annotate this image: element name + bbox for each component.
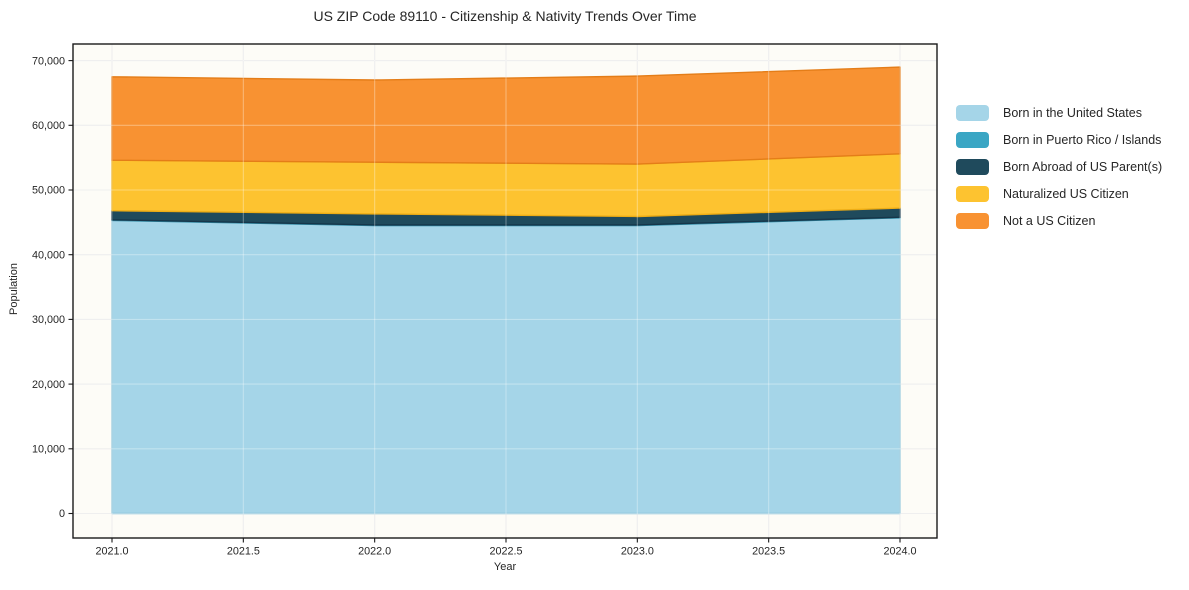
y-axis: 0 10,000 20,000 30,000 40,000 50,000 60,000 70,…: [32, 55, 73, 520]
y-tick-label: 10,000: [32, 444, 65, 456]
legend-label: Not a US Citizen: [1003, 213, 1096, 228]
legend: Born in the United States Born in Puerto …: [956, 99, 1162, 234]
legend-label: Born in Puerto Rico / Islands: [1003, 132, 1162, 147]
legend-label: Born in the United States: [1003, 105, 1142, 120]
legend-item-born-in-puerto-rico-islands: Born in Puerto Rico / Islands: [956, 126, 1162, 153]
legend-swatch: [956, 212, 989, 229]
chart-title: US ZIP Code 89110 - Citizenship & Nativi…: [313, 8, 697, 24]
legend-label: Born Abroad of US Parent(s): [1003, 159, 1163, 174]
legend-swatch: [956, 104, 989, 121]
legend-swatch: [956, 158, 989, 175]
x-tick-label: 2023.0: [621, 546, 654, 558]
legend-swatch: [956, 131, 989, 148]
x-axis-title: Year: [493, 561, 517, 573]
legend-swatch: [956, 185, 989, 202]
x-tick-label: 2021.0: [95, 546, 128, 558]
y-tick-label: 60,000: [32, 120, 65, 132]
legend-label: Naturalized US Citizen: [1003, 186, 1129, 201]
area-not-a-us-citizen: [111, 66, 901, 165]
legend-item-naturalized-us-citizen: Naturalized US Citizen: [956, 180, 1162, 207]
x-axis: 2021.0 2021.5 2022.0 2022.5 2023.0 2023.5 2024…: [95, 538, 917, 558]
x-tick-label: 2021.5: [227, 546, 260, 558]
legend-item-born-abroad-of-us-parent-s: Born Abroad of US Parent(s): [956, 153, 1162, 180]
y-axis-title: Population: [8, 263, 20, 315]
legend-item-born-in-the-united-states: Born in the United States: [956, 99, 1162, 126]
gridlines-overlay: [73, 44, 937, 538]
x-tick-label: 2024.0: [883, 546, 916, 558]
y-tick-label: 40,000: [32, 249, 65, 261]
area-series-group: [111, 66, 901, 515]
y-tick-label: 30,000: [32, 314, 65, 326]
plot-border: [72, 43, 938, 539]
legend-item-not-a-us-citizen: Not a US Citizen: [956, 207, 1162, 234]
x-tick-label: 2022.5: [489, 546, 522, 558]
y-tick-label: 70,000: [32, 55, 65, 67]
x-tick-label: 2022.0: [358, 546, 391, 558]
x-tick-label: 2023.5: [752, 546, 785, 558]
y-tick-label: 0: [59, 508, 65, 520]
y-tick-label: 20,000: [32, 379, 65, 391]
y-tick-label: 50,000: [32, 185, 65, 197]
